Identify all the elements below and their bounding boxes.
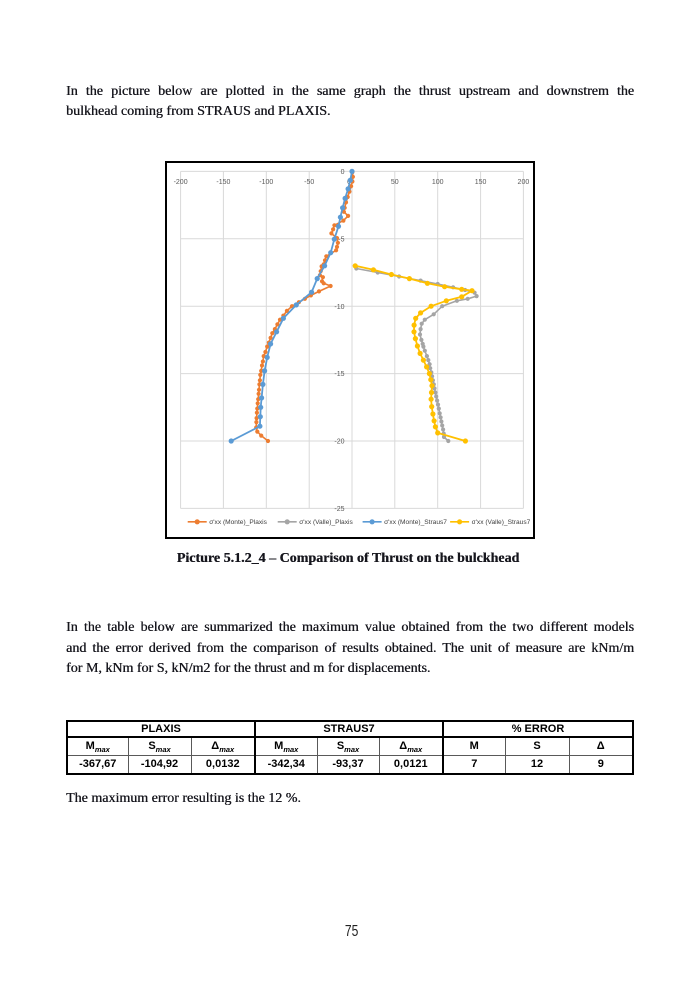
svg-text:-15: -15 xyxy=(334,371,344,378)
svg-text:σ'xx (Monte)_Straus7: σ'xx (Monte)_Straus7 xyxy=(384,519,447,526)
svg-text:-10: -10 xyxy=(334,304,344,311)
svg-text:-50: -50 xyxy=(304,179,314,186)
svg-text:-100: -100 xyxy=(259,179,273,186)
svg-text:200: 200 xyxy=(518,179,530,186)
svg-text:0: 0 xyxy=(341,169,345,176)
svg-text:150: 150 xyxy=(475,179,487,186)
svg-text:σ'xx (Valle)_Straus7: σ'xx (Valle)_Straus7 xyxy=(472,519,531,526)
svg-text:-5: -5 xyxy=(338,236,344,243)
svg-text:-200: -200 xyxy=(174,179,188,186)
svg-text:σ'xx (Monte)_Plaxis: σ'xx (Monte)_Plaxis xyxy=(209,519,267,526)
svg-text:-150: -150 xyxy=(216,179,230,186)
svg-text:100: 100 xyxy=(432,179,444,186)
svg-text:σ'xx (Valle)_Plaxis: σ'xx (Valle)_Plaxis xyxy=(299,519,353,526)
svg-text:-20: -20 xyxy=(334,439,344,446)
svg-text:50: 50 xyxy=(391,179,399,186)
svg-text:-25: -25 xyxy=(334,506,344,513)
